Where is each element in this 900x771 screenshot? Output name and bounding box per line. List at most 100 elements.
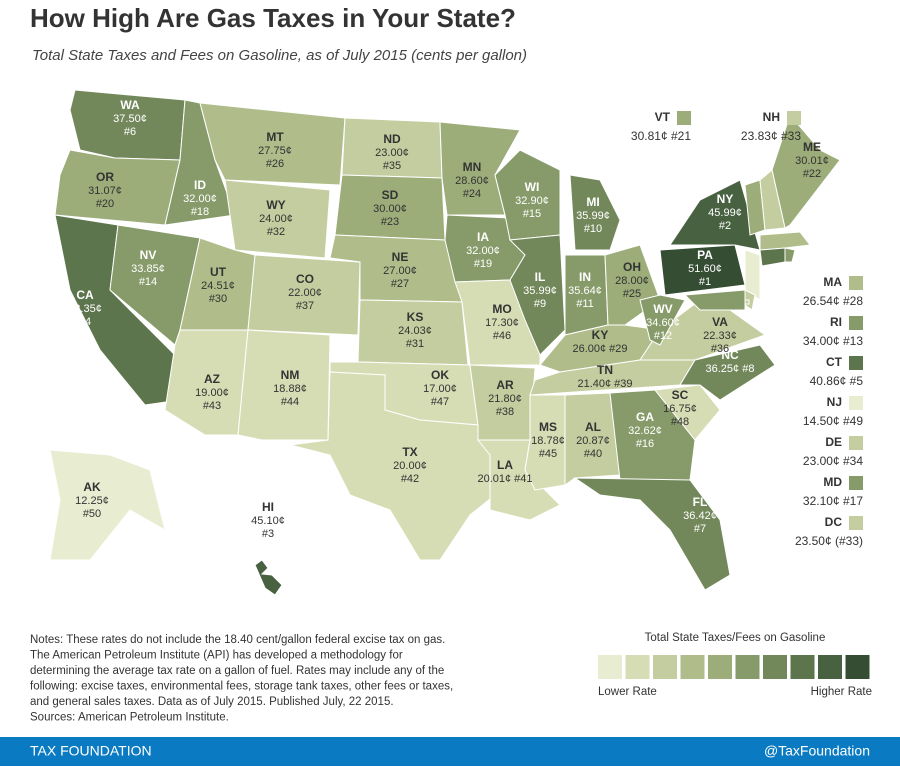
state-abbr: DC [825,515,843,529]
footer-bar [0,737,900,766]
state-rank: #48 [671,416,689,428]
state-abbr: IL [535,270,546,284]
state-value: 24.51¢ [201,280,235,292]
state-abbr: ID [194,178,206,192]
state-value: 21.80¢ [488,393,522,405]
state-rank: #40 [584,448,602,460]
state-value: 22.00¢ [288,287,322,299]
state-abbr: IA [477,230,489,244]
state-swatch [849,276,863,290]
state-shape [683,289,746,311]
state-value: 40.86¢ [810,374,847,388]
state-abbr: KS [407,310,424,324]
state-value: 24.00¢ [259,213,293,225]
state-shape [247,254,361,336]
state-rank: #2 [719,220,731,232]
state-value: 45.10¢ [251,515,285,527]
state-abbr: OK [431,368,449,382]
state-rank: #46 [493,330,511,342]
state-rank: #23 [381,216,399,228]
state-value: 23.00¢ [803,454,840,468]
state-abbr: TX [402,445,417,459]
state-rank: #8 [742,363,754,375]
state-abbr: AZ [204,372,220,386]
state-value: 35.99¢ [523,285,557,297]
state-value: 26.54¢ [803,294,840,308]
state-abbr: OR [96,170,114,184]
state-rank: #32 [267,226,285,238]
state-abbr: NM [281,368,300,382]
state-rank: #29 [609,343,627,355]
state-value: 16.75¢ [663,403,697,415]
state-value: 27.00¢ [383,265,417,277]
state-value: 23.50¢ [795,534,832,548]
state-rank: #11 [576,298,594,310]
state-value-line: 23.00¢ #34 [803,454,863,468]
state-value: 36.42¢ [683,510,717,522]
state-abbr: AK [83,480,101,494]
state-abbr: AR [496,378,514,392]
legend-high: Higher Rate [811,686,872,698]
legend-swatch [625,655,650,679]
state-value: 32.90¢ [515,195,549,207]
state-swatch [849,396,863,410]
state-abbr: VA [712,315,728,329]
state-value: 35.99¢ [576,210,610,222]
legend-swatch [818,655,842,679]
state-value: 18.88¢ [273,383,307,395]
state-shape [639,294,686,346]
state-value-line: 26.00¢ #29 [572,343,627,355]
state-shape [254,559,283,596]
state-value: 35.64¢ [568,285,602,297]
state-value: 20.87¢ [576,435,610,447]
state-abbr: OH [623,260,641,274]
state-value: 31.07¢ [88,185,122,197]
state-value-line: 23.83¢ #33 [741,129,801,143]
state-value: 34.00¢ [803,334,840,348]
state-abbr: MS [539,420,557,434]
state-value: 45.99¢ [708,207,742,219]
state-abbr: ME [803,140,821,154]
state-shape [199,102,346,186]
state-swatch [677,111,691,125]
state-abbr: NH [763,110,780,124]
state-shape [508,234,566,356]
state-value: 28.00¢ [615,275,649,287]
state-abbr: UT [210,265,227,279]
state-abbr: NC [721,348,739,362]
footer-brand: TAX FOUNDATION [30,743,152,759]
legend-swatch [735,655,760,679]
state-rank: #10 [584,223,602,235]
state-abbr: MD [823,475,842,489]
state-rank: #49 [843,414,863,428]
state-rank: #3 [262,528,274,540]
state-value: 32.10¢ [803,494,840,508]
state-shape [564,392,621,486]
state-rank: #15 [523,208,541,220]
state-rank: #37 [296,300,314,312]
state-abbr: RI [830,315,842,329]
state-rank: #44 [281,396,299,408]
state-rank: #31 [406,338,424,350]
state-value: 30.81¢ [631,129,668,143]
state-rank: #12 [654,330,672,342]
state-rank: #38 [496,406,514,418]
state-abbr: ND [383,132,401,146]
state-abbr: WA [120,98,140,112]
state-rank: #16 [636,438,654,450]
state-shape [573,477,731,591]
state-shape [784,247,796,263]
state-rank: #47 [431,396,449,408]
state-abbr: KY [592,328,609,342]
state-rank: #34 [843,454,863,468]
state-abbr: FL [693,495,708,509]
state-value: 12.25¢ [75,495,109,507]
state-rank: (#33) [835,534,863,548]
state-value: 36.25¢ [706,363,740,375]
state-rank: #33 [781,129,801,143]
state-value-line: 23.50¢ (#33) [795,534,863,548]
state-swatch [849,356,863,370]
state-shape [49,449,166,561]
state-value-line: 40.86¢ #5 [810,374,864,388]
